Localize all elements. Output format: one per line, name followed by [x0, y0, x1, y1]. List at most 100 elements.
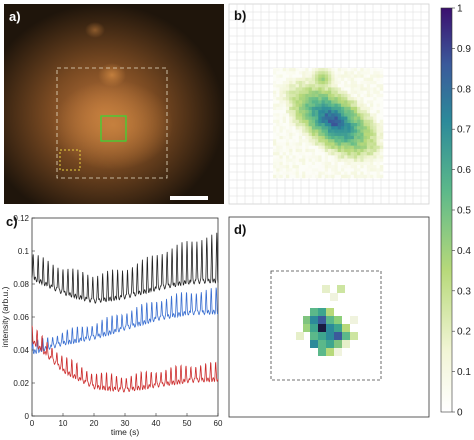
map-pixel — [347, 155, 351, 159]
map-pixel — [376, 161, 381, 166]
map-pixel — [311, 126, 316, 130]
map-pixel — [331, 123, 335, 127]
map-pixel — [298, 148, 303, 153]
map-pixel — [337, 158, 342, 163]
map-pixel — [324, 113, 329, 117]
map-pixel — [350, 110, 355, 114]
map-pixel — [370, 119, 374, 124]
map-pixel — [376, 174, 381, 179]
map-pixel — [347, 165, 351, 169]
map-pixel — [318, 80, 322, 85]
map-pixel — [350, 152, 355, 156]
map-pixel — [289, 87, 293, 91]
map-pixel — [305, 71, 309, 75]
map-pixel — [360, 87, 364, 91]
map-pixel — [282, 152, 287, 156]
map-pixel — [311, 77, 316, 82]
map-pixel — [373, 168, 377, 172]
map-pixel — [285, 145, 290, 150]
map-pixel — [347, 74, 351, 79]
map-pixel — [289, 110, 293, 114]
map-pixel — [347, 139, 351, 143]
map-pixel — [334, 174, 339, 179]
map-pixel — [357, 135, 361, 140]
colorbar: 1 0.9 0.8 0.7 0.6 0.5 0.4 0.3 0.2 0.1 0 — [440, 4, 471, 419]
map-pixel — [373, 90, 377, 95]
map-pixel — [318, 171, 322, 176]
map-pixel — [282, 174, 287, 179]
map-pixel — [360, 106, 364, 111]
map-pixel — [295, 87, 300, 91]
map-pixel — [282, 158, 287, 163]
map-pixel — [324, 116, 329, 121]
map-pixel — [340, 145, 345, 150]
map-pixel — [353, 119, 358, 124]
map-pixel — [324, 161, 329, 166]
map-pixel — [298, 129, 303, 134]
map-pixel — [289, 80, 293, 85]
colorbar-tick-label: 0 — [457, 408, 463, 419]
series-lines — [31, 232, 219, 393]
panel-c-label: c) — [6, 214, 18, 229]
map-pixel — [347, 77, 351, 82]
map-pixel — [292, 84, 296, 88]
map-pixel — [302, 106, 306, 111]
map-pixel — [379, 161, 384, 166]
map-pixel — [289, 161, 293, 166]
map-pixel — [350, 123, 355, 127]
map-pixel — [324, 80, 329, 85]
map-pixel — [347, 132, 351, 137]
map-pixel — [279, 168, 284, 172]
map-pixel — [350, 106, 355, 111]
threshold-pixel — [318, 332, 326, 340]
x-tick-label: 20 — [90, 419, 99, 428]
map-pixel — [360, 168, 364, 172]
map-pixel — [344, 126, 348, 130]
map-pixel — [292, 158, 296, 163]
map-pixel — [285, 74, 290, 79]
map-pixel — [373, 71, 377, 75]
map-pixel — [295, 110, 300, 114]
map-pixel — [370, 80, 374, 85]
map-pixel — [289, 100, 293, 104]
map-pixel — [328, 68, 332, 72]
map-pixel — [334, 71, 339, 75]
map-pixel — [370, 84, 374, 88]
map-pixel — [315, 103, 319, 108]
map-pixel — [305, 129, 309, 134]
x-tick-label: 0 — [30, 419, 35, 428]
map-pixel — [337, 132, 342, 137]
map-pixel — [324, 152, 329, 156]
map-pixel — [302, 97, 306, 101]
map-pixel — [379, 142, 384, 146]
map-pixel — [337, 126, 342, 130]
map-pixel — [363, 155, 368, 159]
map-pixel — [373, 77, 377, 82]
map-pixel — [292, 68, 296, 72]
map-pixel — [357, 148, 361, 153]
map-pixel — [318, 87, 322, 91]
map-pixel — [347, 142, 351, 146]
map-pixel — [344, 106, 348, 111]
map-pixel — [308, 80, 313, 85]
map-pixel — [357, 132, 361, 137]
map-pixel — [279, 97, 284, 101]
map-pixel — [340, 139, 345, 143]
map-pixel — [279, 119, 284, 124]
map-pixel — [363, 113, 368, 117]
map-pixel — [285, 103, 290, 108]
map-pixel — [350, 87, 355, 91]
map-pixel — [340, 161, 345, 166]
map-pixel — [379, 148, 384, 153]
map-pixel — [324, 132, 329, 137]
map-pixel — [289, 93, 293, 98]
map-pixel — [360, 77, 364, 82]
map-pixel — [353, 97, 358, 101]
map-pixel — [376, 100, 381, 104]
map-pixel — [321, 174, 326, 179]
map-pixel — [360, 119, 364, 124]
map-pixel — [282, 90, 287, 95]
map-pixel — [315, 148, 319, 153]
map-pixel — [334, 103, 339, 108]
map-pixel — [344, 135, 348, 140]
